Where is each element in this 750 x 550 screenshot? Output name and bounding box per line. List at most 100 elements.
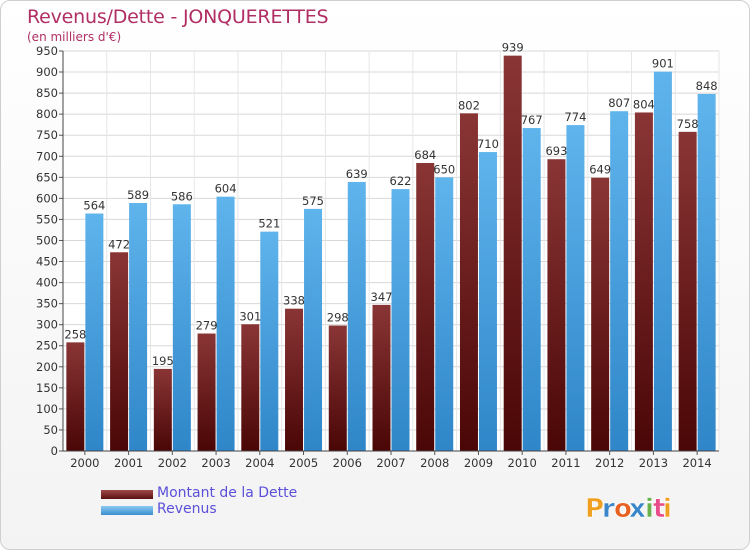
data-label-revenue: 586	[171, 189, 193, 203]
x-tick-label: 2001	[114, 456, 143, 470]
data-label-revenue: 564	[83, 199, 105, 213]
y-tick-label: 300	[36, 318, 58, 332]
bar-debt	[678, 131, 697, 451]
x-tick-label: 2014	[682, 456, 711, 470]
bar-revenue	[566, 125, 585, 452]
data-label-revenue: 639	[346, 167, 368, 181]
bar-debt	[547, 159, 566, 452]
data-label-revenue: 521	[258, 217, 280, 231]
bar-debt	[197, 333, 216, 451]
logo-letter: P	[585, 494, 604, 524]
bar-revenue	[216, 196, 235, 451]
plot-area	[63, 51, 719, 451]
data-label-revenue: 604	[215, 182, 237, 196]
logo-letter: t	[653, 494, 665, 524]
data-label-debt: 301	[239, 309, 261, 323]
x-tick-label: 2003	[201, 456, 230, 470]
x-tick-label: 2012	[595, 456, 624, 470]
bar-revenue	[347, 181, 366, 451]
data-label-revenue: 901	[652, 57, 674, 71]
y-tick-label: 750	[36, 128, 58, 142]
data-label-debt: 258	[64, 327, 86, 341]
proxiti-logo: Pr ox i ti	[585, 494, 673, 525]
y-tick-label: 100	[36, 402, 58, 416]
legend-swatch-debt	[101, 490, 153, 499]
x-tick-label: 2008	[420, 456, 449, 470]
x-tick-label: 2000	[70, 456, 99, 470]
y-tick-label: 400	[36, 276, 58, 290]
x-tick-label: 2009	[464, 456, 493, 470]
logo-letter: o	[614, 494, 632, 524]
x-tick-label: 2002	[158, 456, 187, 470]
bar-revenue	[522, 128, 541, 451]
data-label-revenue: 589	[127, 188, 149, 202]
y-tick-label: 50	[43, 423, 58, 437]
bar-revenue	[172, 204, 191, 451]
data-label-revenue: 710	[477, 137, 499, 151]
y-tick-label: 850	[36, 86, 58, 100]
data-label-debt: 802	[458, 98, 480, 112]
bar-revenue	[260, 231, 279, 451]
bar-revenue	[653, 71, 672, 451]
y-tick-label: 150	[36, 381, 58, 395]
y-tick-label: 250	[36, 339, 58, 353]
data-label-debt: 649	[589, 163, 611, 177]
bar-revenue	[435, 177, 454, 451]
y-tick-label: 450	[36, 255, 58, 269]
y-tick-label: 700	[36, 149, 58, 163]
data-label-debt: 939	[502, 41, 524, 55]
bar-revenue	[304, 208, 323, 451]
data-label-debt: 347	[371, 290, 393, 304]
y-tick-label: 650	[36, 170, 58, 184]
bar-debt	[153, 368, 172, 451]
x-tick-label: 2005	[289, 456, 318, 470]
y-tick-label: 600	[36, 191, 58, 205]
y-tick-label: 500	[36, 233, 58, 247]
x-tick-label: 2010	[508, 456, 537, 470]
bar-revenue	[391, 189, 410, 451]
x-tick-label: 2011	[551, 456, 580, 470]
logo-letter: i	[645, 494, 654, 524]
data-label-revenue: 774	[564, 110, 586, 124]
y-tick-label: 550	[36, 212, 58, 226]
x-tick-label: 2004	[245, 456, 274, 470]
logo-letter: r	[602, 494, 615, 524]
x-tick-label: 2006	[333, 456, 362, 470]
data-label-debt: 338	[283, 294, 305, 308]
y-tick-label: 900	[36, 65, 58, 79]
bar-debt	[634, 112, 653, 451]
data-label-debt: 472	[108, 237, 130, 251]
bar-debt	[241, 324, 260, 451]
data-label-revenue: 767	[521, 113, 543, 127]
data-label-debt: 684	[414, 148, 436, 162]
bar-revenue	[697, 93, 716, 452]
data-label-revenue: 807	[608, 96, 630, 110]
data-label-revenue: 848	[696, 79, 718, 93]
y-tick-label: 800	[36, 107, 58, 121]
data-label-debt: 693	[545, 144, 567, 158]
y-tick-label: 0	[51, 444, 58, 458]
data-label-revenue: 622	[390, 174, 412, 188]
bar-debt	[110, 252, 129, 451]
chart-title: Revenus/Dette - JONQUERETTES	[27, 6, 329, 28]
bar-debt	[285, 308, 304, 451]
logo-letter: x	[629, 494, 646, 524]
x-tick-label: 2007	[376, 456, 405, 470]
data-label-debt: 804	[633, 97, 655, 111]
data-label-debt: 195	[152, 354, 174, 368]
logo-letter: i	[663, 494, 672, 524]
y-tick-label: 350	[36, 297, 58, 311]
data-label-debt: 298	[327, 311, 349, 325]
bar-revenue	[129, 203, 148, 451]
legend-label-debt: Montant de la Dette	[157, 485, 298, 501]
data-label-revenue: 650	[433, 162, 455, 176]
bar-debt	[459, 113, 478, 451]
bar-revenue	[85, 213, 104, 451]
bar-debt	[372, 304, 391, 451]
data-label-revenue: 575	[302, 194, 324, 208]
legend-swatch-revenue	[101, 506, 153, 515]
x-tick-label: 2013	[639, 456, 668, 470]
data-label-debt: 279	[196, 319, 218, 333]
